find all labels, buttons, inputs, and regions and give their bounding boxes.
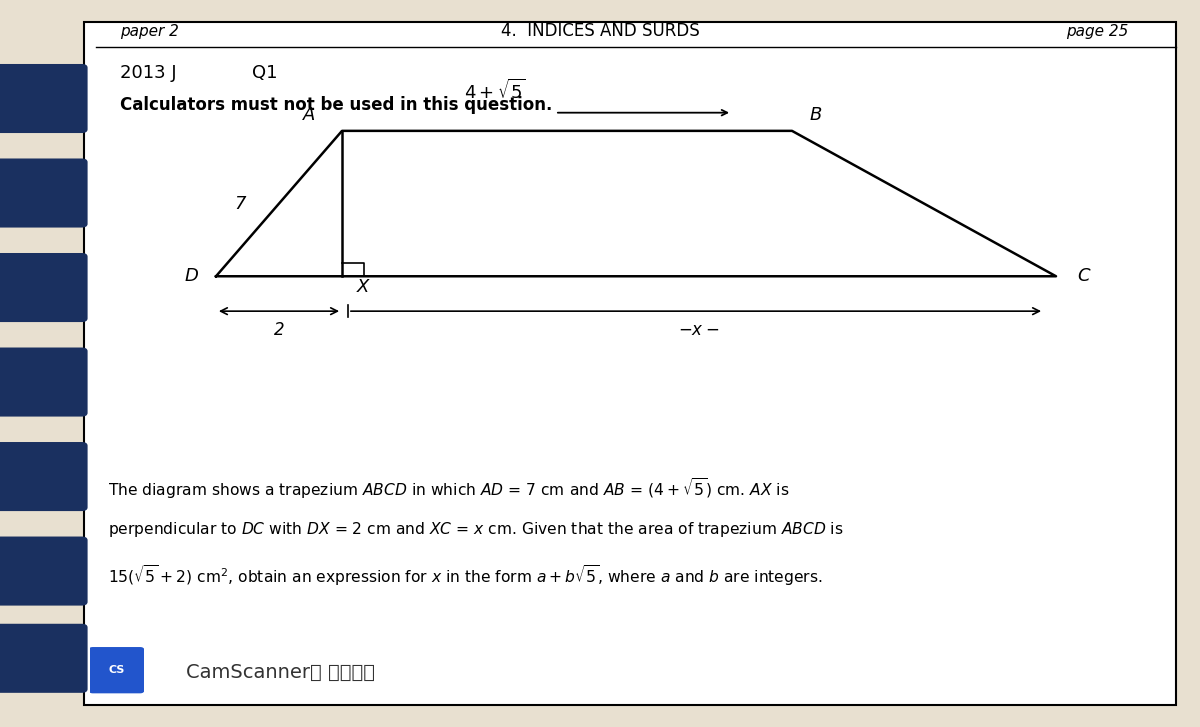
Text: paper 2: paper 2 — [120, 24, 179, 39]
Text: Q1: Q1 — [252, 64, 277, 81]
Text: $-x-$: $-x-$ — [678, 321, 720, 339]
Text: CamScanner로 스캔하기: CamScanner로 스캔하기 — [186, 663, 374, 682]
Text: Calculators must not be used in this question.: Calculators must not be used in this que… — [120, 97, 552, 114]
Text: D: D — [184, 268, 198, 285]
Text: The diagram shows a trapezium $ABCD$ in which $AD$ = 7 cm and $AB$ = $(4 + \sqrt: The diagram shows a trapezium $ABCD$ in … — [108, 476, 790, 501]
Text: 2: 2 — [274, 321, 284, 339]
Text: A: A — [304, 105, 316, 124]
Text: 7: 7 — [234, 195, 245, 212]
Text: B: B — [810, 105, 822, 124]
Text: X: X — [356, 278, 368, 297]
Text: C: C — [1078, 268, 1091, 285]
Text: 4.  INDICES AND SURDS: 4. INDICES AND SURDS — [500, 23, 700, 40]
Text: CS: CS — [109, 664, 125, 675]
Text: 2013 J: 2013 J — [120, 64, 176, 81]
FancyBboxPatch shape — [89, 647, 144, 694]
Text: perpendicular to $DC$ with $DX$ = 2 cm and $XC$ = $x$ cm. Given that the area of: perpendicular to $DC$ with $DX$ = 2 cm a… — [108, 520, 844, 539]
Text: $15(\sqrt{5} + 2)$ cm$^2$, obtain an expression for $x$ in the form $a + b\sqrt{: $15(\sqrt{5} + 2)$ cm$^2$, obtain an exp… — [108, 563, 822, 588]
Text: $4+\sqrt{5}$: $4+\sqrt{5}$ — [464, 79, 526, 103]
Text: page 25: page 25 — [1066, 24, 1128, 39]
